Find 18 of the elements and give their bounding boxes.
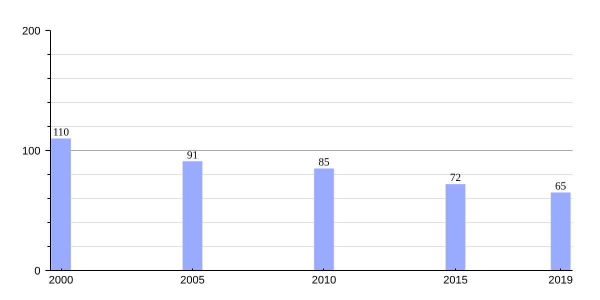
bar [446, 184, 466, 270]
bar [550, 192, 571, 270]
y-tick-label: 100 [22, 146, 41, 158]
bar [314, 168, 334, 270]
data-label: 110 [52, 126, 70, 138]
bar [51, 138, 71, 270]
data-label: 85 [318, 156, 330, 168]
y-tick-label: 200 [22, 26, 41, 38]
x-tick-label: 2005 [180, 274, 205, 286]
data-label: 65 [555, 180, 567, 192]
data-label: 91 [187, 149, 198, 162]
y-tick-label: 0 [34, 266, 41, 278]
x-tick-label: 2015 [443, 274, 468, 286]
x-tick-label: 2000 [48, 274, 74, 286]
data-label: 72 [450, 172, 461, 184]
bar [182, 161, 202, 270]
x-tick-label: 2019 [548, 274, 573, 286]
x-tick-label: 2010 [312, 274, 336, 286]
